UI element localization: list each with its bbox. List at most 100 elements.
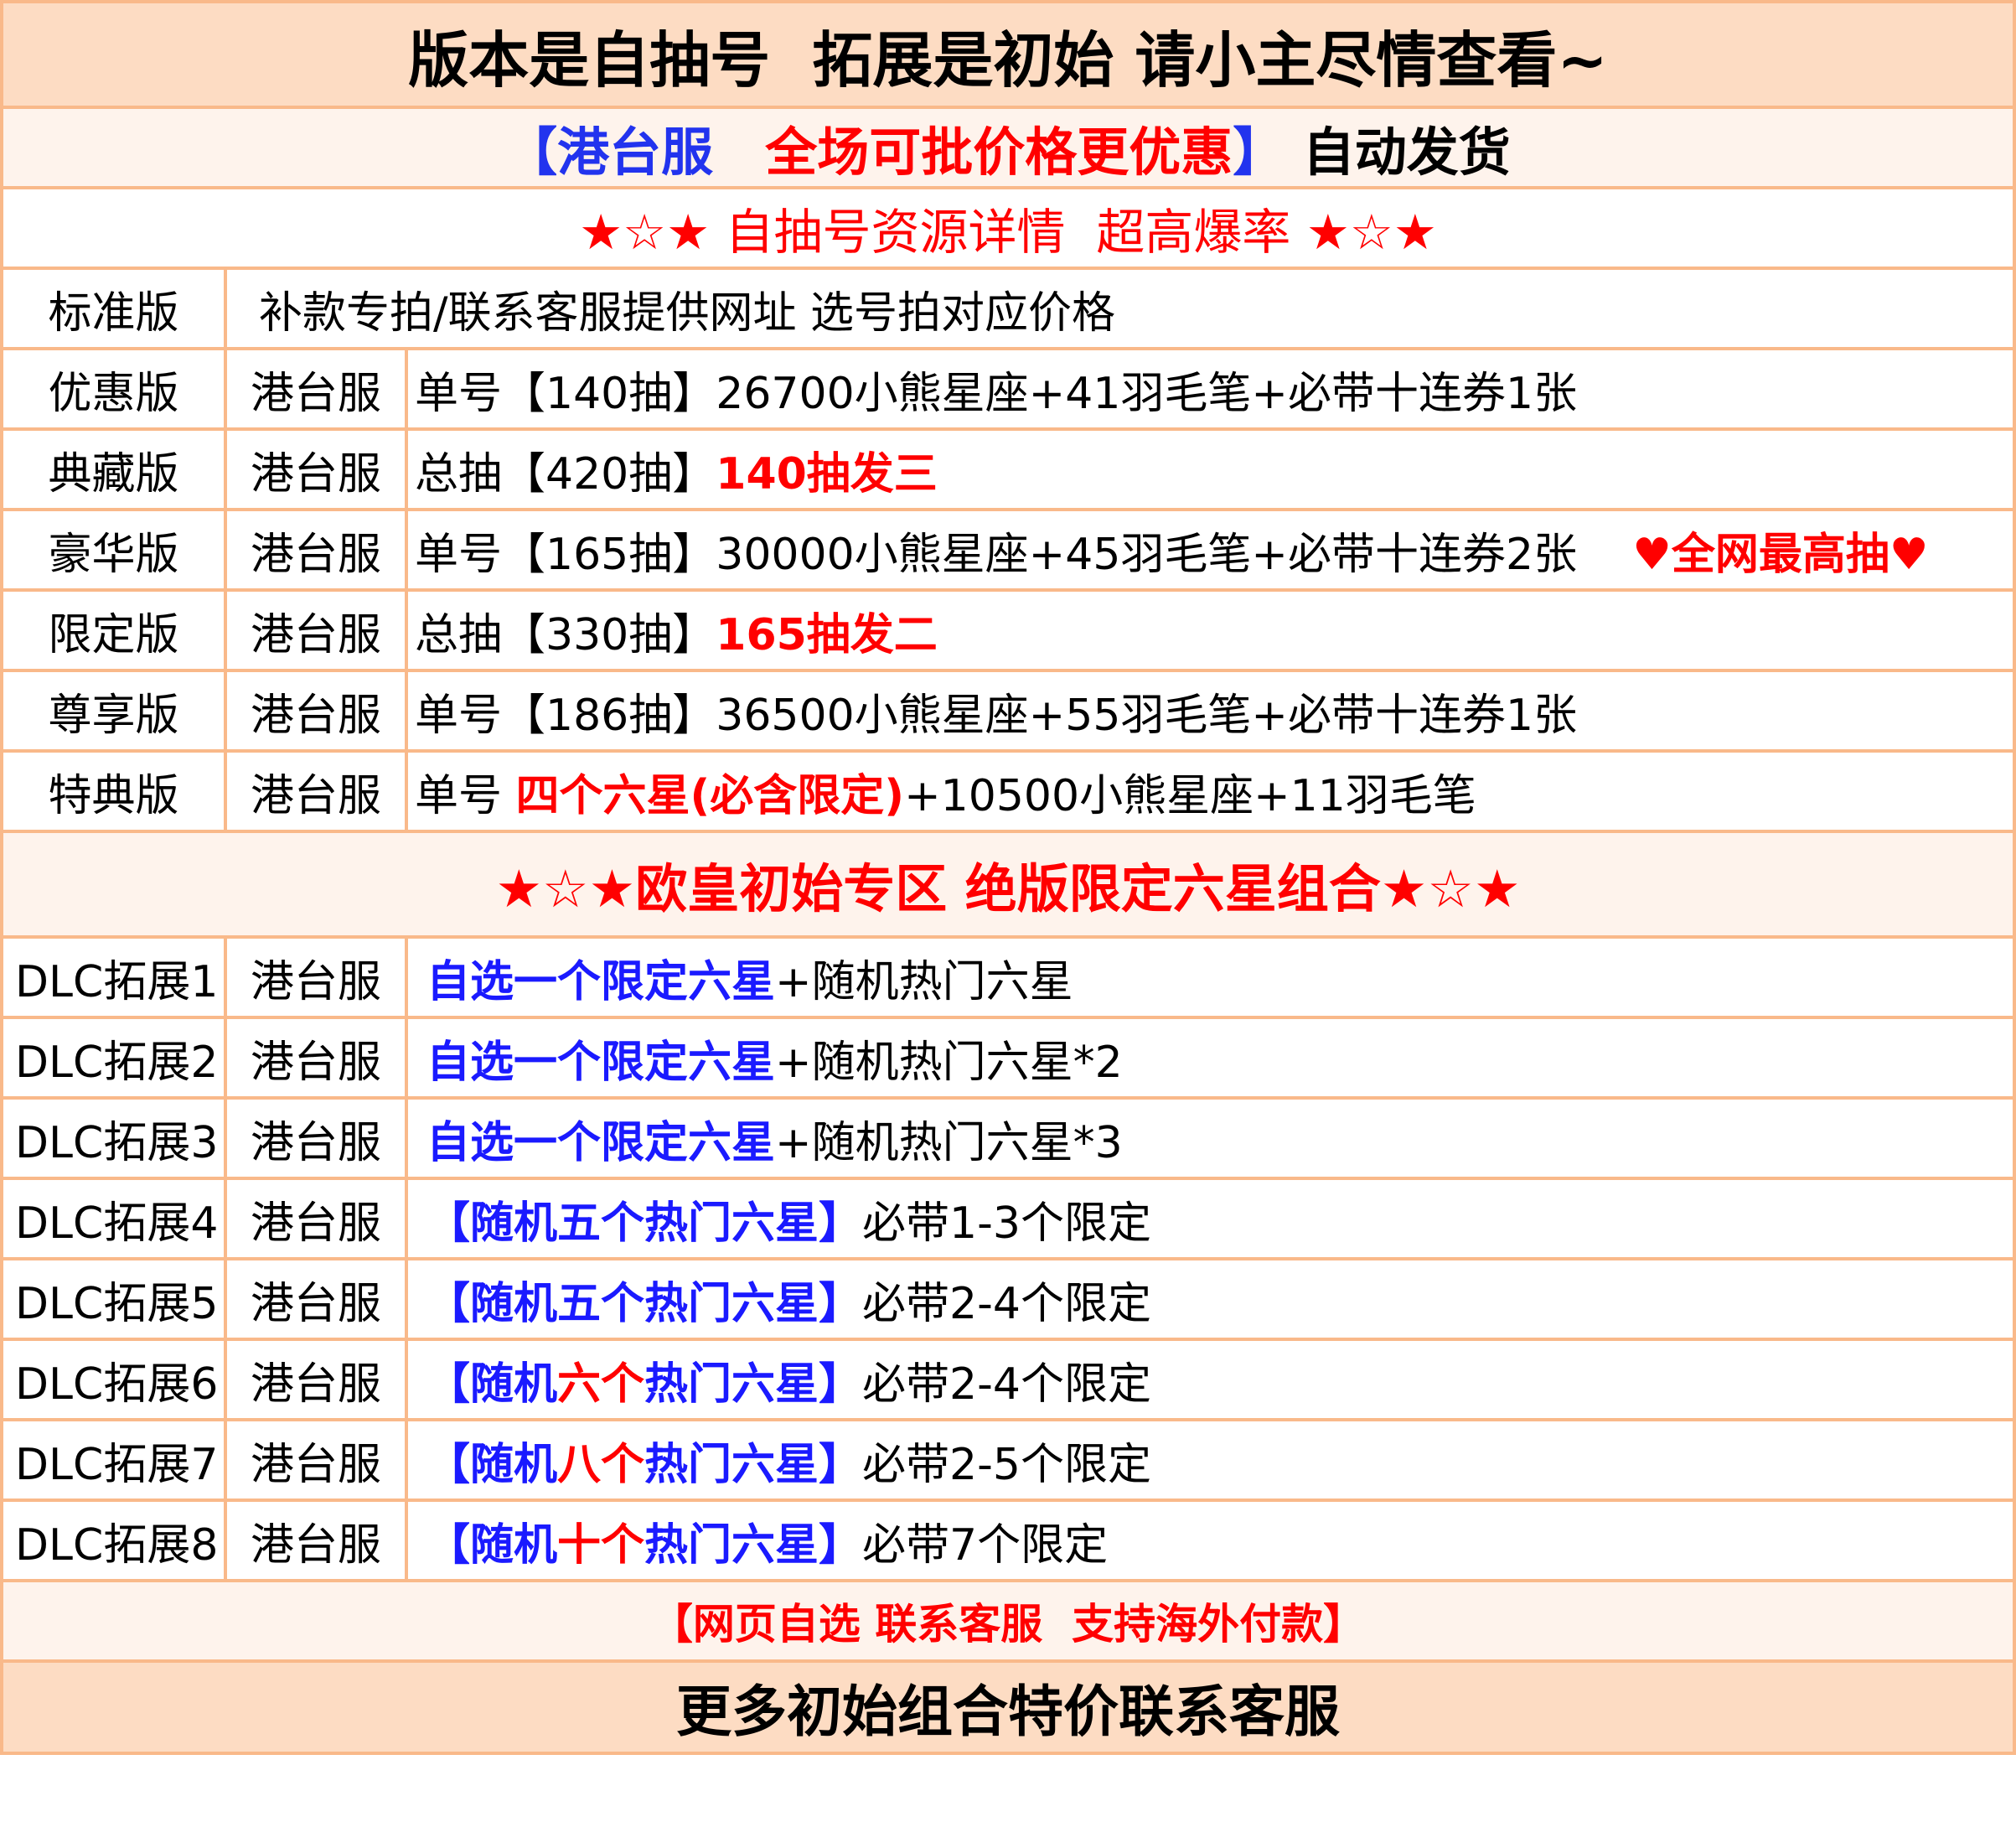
version-name: 典藏版 [0, 427, 227, 511]
text-segment: 必带2-5个限定 [862, 1439, 1151, 1490]
text-segment: 八个 [557, 1439, 645, 1490]
dlc-name: DLC拓展7 [0, 1418, 227, 1502]
text-segment: 必带7个限定 [862, 1519, 1109, 1571]
text-segment: 热门六星】 [644, 1519, 863, 1571]
table-row-version: 优惠版 港台服 单号【140抽】26700小熊星座+41羽毛笔+必带十连券1张 [0, 347, 2016, 431]
dlc-detail: 自选一个限定六星+随机热门六星*3 [405, 1096, 2016, 1180]
text-segment: 自选一个限定六星 [426, 1117, 776, 1168]
text-segment: 全场可批价格更优惠 [765, 122, 1233, 183]
text-segment: 热门六星】 [644, 1359, 863, 1410]
version-name: 优惠版 [0, 347, 227, 431]
dlc-detail: 【随机五个热门六星】必带2-4个限定 [405, 1257, 2016, 1341]
text-segment: 自选一个限定六星 [426, 1037, 776, 1088]
table-row-dlc: DLC拓展3 港台服 自选一个限定六星+随机热门六星*3 [0, 1096, 2016, 1180]
server-label: 港台服 [224, 1016, 408, 1100]
version-name: 尊享版 [0, 669, 227, 753]
server-label: 港台服 [224, 347, 408, 431]
table-row-version: 豪华版 港台服 单号【165抽】30000小熊星座+45羽毛笔+必带十连券2张 ♥全… [0, 508, 2016, 592]
text-segment: 十个 [557, 1519, 645, 1571]
text-segment: 140抽发三 [716, 448, 938, 499]
dlc-name: DLC拓展3 [0, 1096, 227, 1180]
version-name: 豪华版 [0, 508, 227, 592]
text-segment: +随机热门六星*2 [775, 1037, 1123, 1088]
server-label: 港台服 [224, 427, 408, 511]
text-segment: 【港台服 [505, 122, 766, 183]
footer-banner: 更多初始组合特价联系客服 [0, 1659, 2016, 1755]
text-segment: 热门六星】 [644, 1439, 863, 1490]
table-row-version: 典藏版 港台服 总抽【420抽】140抽发三 [0, 427, 2016, 511]
text-segment: +随机热门六星*3 [775, 1117, 1123, 1168]
text-segment: ★☆★ 自抽号资源详情 超高爆率 ★☆★ [579, 204, 1437, 261]
version-detail: 总抽【330抽】165抽发二 [405, 588, 2016, 672]
text-segment: +10500小熊星座+11羽毛笔 [904, 770, 1476, 821]
dlc-detail: 【随机八个热门六星】必带2-5个限定 [405, 1418, 2016, 1502]
version-detail: 总抽【420抽】140抽发三 [405, 427, 2016, 511]
text-segment: 必带1-3个限定 [862, 1198, 1151, 1249]
dlc-name: DLC拓展6 [0, 1338, 227, 1421]
dlc-detail: 自选一个限定六星+随机热门六星*2 [405, 1016, 2016, 1100]
server-label: 港台服 [224, 1498, 408, 1582]
table-row-version: 特典版 港台服 单号 四个六星(必含限定)+10500小熊星座+11羽毛笔 [0, 749, 2016, 833]
text-segment: 更多初始组合特价联系客服 [676, 1680, 1340, 1744]
table-row-dlc: DLC拓展6 港台服 【随机六个热门六星】必带2-4个限定 [0, 1338, 2016, 1421]
text-segment: 【随机五个热门六星】 [426, 1198, 863, 1249]
text-segment: 【随机 [426, 1359, 558, 1410]
dlc-name: DLC拓展4 [0, 1177, 227, 1260]
version-name: 限定版 [0, 588, 227, 672]
server-label: 港台服 [224, 1096, 408, 1180]
table-row-dlc: DLC拓展8 港台服 【随机十个热门六星】必带7个限定 [0, 1498, 2016, 1582]
text-segment: 单号 [415, 770, 516, 821]
text-segment: 【随机 [426, 1519, 558, 1571]
server-label: 港台服 [224, 749, 408, 833]
text-segment: 自选一个限定六星 [426, 956, 776, 1007]
version-name: 特典版 [0, 749, 227, 833]
server-label: 港台服 [224, 935, 408, 1019]
table-row-dlc: DLC拓展2 港台服 自选一个限定六星+随机热门六星*2 [0, 1016, 2016, 1100]
dlc-detail: 【随机六个热门六星】必带2-4个限定 [405, 1338, 2016, 1421]
server-label: 港台服 [224, 1257, 408, 1341]
text-segment: 单号【186抽】36500小熊星座+55羽毛笔+必带十连券1张 [415, 690, 1578, 741]
table-row-version: 尊享版 港台服 单号【186抽】36500小熊星座+55羽毛笔+必带十连券1张 [0, 669, 2016, 753]
text-segment: 【随机五个热门六星】 [426, 1278, 863, 1329]
text-segment: 版本是自抽号 拓展是初始 请小主尽情查看~ [408, 24, 1608, 96]
server-label: 港台服 [224, 1177, 408, 1260]
text-segment: ♥全网最高抽♥ [1632, 529, 1929, 580]
text-segment: 单号【165抽】30000小熊星座+45羽毛笔+必带十连券2张 [415, 529, 1578, 580]
page-title: 版本是自抽号 拓展是初始 请小主尽情查看~ [0, 0, 2016, 109]
dlc-detail: 【随机十个热门六星】必带7个限定 [405, 1498, 2016, 1582]
version-detail: 补款专拍/联系客服提供网址 选号拍对应价格 [224, 267, 2016, 350]
text-segment: 必带2-4个限定 [862, 1359, 1151, 1410]
text-segment: 【网页自选 联系客服 支持海外付款】 [650, 1600, 1366, 1649]
text-segment: 单号【140抽】26700小熊星座+41羽毛笔+必带十连券1张 [415, 368, 1578, 419]
dlc-name: DLC拓展1 [0, 935, 227, 1019]
server-label: 港台服 [224, 1338, 408, 1421]
server-label: 港台服 [224, 669, 408, 753]
contact-note: 【网页自选 联系客服 支持海外付款】 [0, 1579, 2016, 1663]
table-row-dlc: DLC拓展5 港台服 【随机五个热门六星】必带2-4个限定 [0, 1257, 2016, 1341]
text-segment: 总抽【420抽】 [415, 448, 716, 499]
text-segment [1577, 530, 1632, 580]
version-name: 标准版 [0, 267, 227, 350]
subtitle-banner: 【港台服 全场可批价格更优惠】 自动发货 [0, 106, 2016, 189]
text-segment: ★☆★欧皇初始专区 绝版限定六星组合★☆★ [495, 858, 1521, 919]
table-row-dlc: DLC拓展1 港台服 自选一个限定六星+随机热门六星 [0, 935, 2016, 1019]
text-segment: 六个 [557, 1359, 645, 1410]
server-label: 港台服 [224, 588, 408, 672]
server-label: 港台服 [224, 508, 408, 592]
text-segment: 165抽发二 [716, 609, 938, 660]
version-detail: 单号【140抽】26700小熊星座+41羽毛笔+必带十连券1张 [405, 347, 2016, 431]
version-detail: 单号 四个六星(必含限定)+10500小熊星座+11羽毛笔 [405, 749, 2016, 833]
table-row-version: 限定版 港台服 总抽【330抽】165抽发二 [0, 588, 2016, 672]
table-row-dlc: DLC拓展7 港台服 【随机八个热门六星】必带2-5个限定 [0, 1418, 2016, 1502]
table-row-standard: 标准版 补款专拍/联系客服提供网址 选号拍对应价格 [0, 267, 2016, 350]
dlc-detail: 【随机五个热门六星】必带1-3个限定 [405, 1177, 2016, 1260]
text-segment: 必带2-4个限定 [862, 1278, 1151, 1329]
dlc-detail: 自选一个限定六星+随机热门六星 [405, 935, 2016, 1019]
dlc-name: DLC拓展2 [0, 1016, 227, 1100]
text-segment: 四个六星(必含限定) [515, 770, 905, 821]
server-label: 港台服 [224, 1418, 408, 1502]
dlc-name: DLC拓展8 [0, 1498, 227, 1582]
text-segment: 】 [1233, 122, 1285, 183]
text-segment: +随机热门六星 [775, 956, 1073, 1007]
section-header: ★☆★欧皇初始专区 绝版限定六星组合★☆★ [0, 830, 2016, 939]
